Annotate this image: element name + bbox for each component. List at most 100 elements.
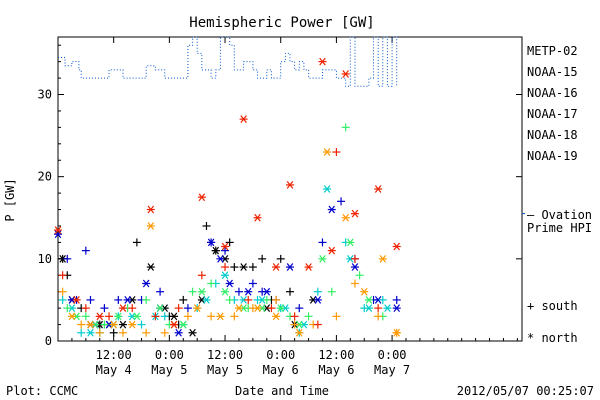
- point-north: [114, 312, 123, 321]
- point-north: [272, 312, 281, 321]
- point-south: [350, 279, 359, 288]
- point-north: [132, 312, 141, 321]
- point-north: [221, 242, 230, 251]
- point-south: [332, 148, 341, 157]
- point-south: [230, 312, 239, 321]
- point-south: [151, 312, 160, 321]
- point-south: [81, 312, 90, 321]
- point-south: [128, 304, 137, 313]
- x-tick-date: May 5: [151, 363, 187, 377]
- point-south: [118, 328, 127, 337]
- point-south: [137, 320, 146, 329]
- point-south: [188, 287, 197, 296]
- point-south: [179, 295, 188, 304]
- chart-title: Hemispheric Power [GW]: [189, 15, 374, 31]
- legend-ovation: — Ovation: [527, 208, 592, 222]
- plot-frame: [57, 36, 523, 342]
- point-north: [179, 320, 188, 329]
- point-north: [221, 271, 230, 280]
- point-north: [225, 279, 234, 288]
- ovation-hpi-line: [58, 36, 398, 87]
- point-south: [202, 221, 211, 230]
- point-south: [355, 271, 364, 280]
- point-south: [160, 312, 169, 321]
- point-north: [207, 238, 216, 247]
- point-south: [374, 304, 383, 313]
- legend-ovation: Prime HPI: [527, 221, 592, 235]
- point-south: [225, 238, 234, 247]
- point-north: [239, 263, 248, 271]
- point-south: [58, 295, 67, 304]
- point-north: [383, 304, 392, 313]
- point-north: [272, 263, 281, 271]
- point-south: [290, 312, 299, 321]
- point-north: [142, 279, 151, 288]
- x-tick-date: May 6: [318, 363, 354, 377]
- point-south: [100, 304, 109, 313]
- point-north: [156, 304, 165, 313]
- point-north: [392, 304, 401, 313]
- y-tick-label: 20: [38, 170, 52, 184]
- footer-left: Plot: CCMC: [6, 384, 78, 398]
- point-north: [95, 312, 104, 321]
- point-north: [350, 209, 359, 218]
- point-south: [183, 304, 192, 313]
- point-north: [211, 246, 220, 255]
- point-north: [286, 263, 294, 271]
- point-north: [304, 263, 313, 271]
- x-tick-date: May 6: [263, 363, 299, 377]
- point-north: [146, 205, 155, 214]
- point-north: [118, 304, 127, 313]
- point-south: [258, 254, 267, 263]
- point-south: [114, 295, 123, 304]
- y-tick-label: 10: [38, 252, 52, 266]
- point-north: [253, 304, 262, 313]
- point-north: [118, 320, 127, 329]
- point-north: [221, 287, 230, 296]
- x-tick-time: 0:00: [266, 348, 295, 362]
- point-north: [327, 246, 336, 255]
- point-south: [221, 246, 230, 255]
- y-axis-label: P [GW]: [3, 178, 17, 221]
- point-south: [225, 295, 234, 304]
- point-north: [318, 57, 327, 66]
- point-north: [128, 320, 137, 329]
- point-north: [109, 320, 118, 329]
- point-south: [341, 123, 350, 132]
- point-south: [248, 263, 257, 272]
- x-tick-date: May 7: [374, 363, 410, 377]
- point-north: [72, 296, 81, 304]
- point-south: [327, 287, 336, 296]
- legend-item: METP-02: [527, 44, 578, 58]
- point-south: [174, 304, 183, 313]
- point-south: [378, 295, 387, 304]
- x-tick-time: 12:00: [318, 348, 354, 362]
- point-south: [156, 287, 165, 296]
- point-south: [105, 312, 114, 321]
- point-south: [272, 295, 281, 304]
- point-north: [216, 312, 225, 321]
- point-north: [341, 213, 350, 222]
- point-south: [86, 295, 95, 304]
- x-tick-time: 12:00: [207, 348, 243, 362]
- point-north: [146, 263, 155, 271]
- point-north: [262, 287, 271, 296]
- point-north: [276, 304, 285, 313]
- point-south: [197, 271, 206, 280]
- point-north: [392, 328, 401, 337]
- x-tick-date: May 4: [96, 363, 132, 377]
- point-south: [207, 279, 216, 288]
- point-south: [332, 312, 341, 321]
- point-south: [95, 328, 104, 337]
- point-south: [81, 304, 90, 313]
- point-north: [239, 115, 248, 124]
- point-south: [234, 287, 243, 296]
- point-south: [248, 279, 257, 288]
- point-south: [350, 254, 359, 263]
- point-south: [313, 287, 322, 296]
- point-north: [146, 222, 155, 230]
- point-north: [67, 312, 76, 321]
- point-south: [295, 304, 304, 313]
- point-south: [276, 254, 285, 263]
